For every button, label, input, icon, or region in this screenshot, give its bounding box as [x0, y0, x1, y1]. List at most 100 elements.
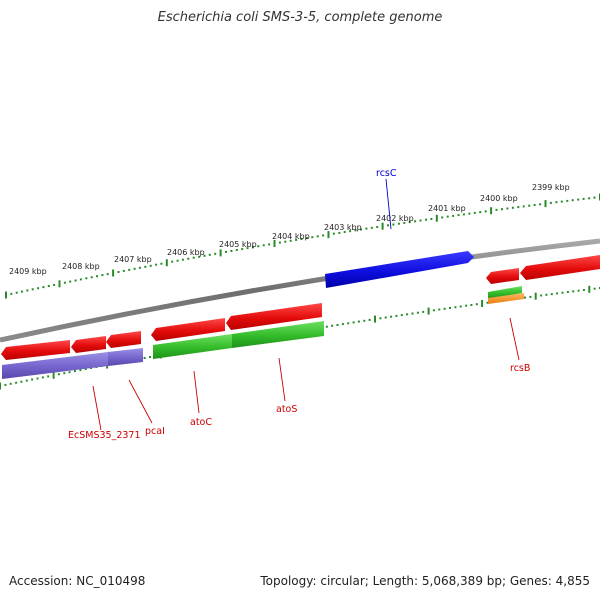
gene-block-green-small[interactable]	[488, 286, 522, 299]
minor-tick	[341, 323, 344, 326]
gene-label-atoC[interactable]: atoC	[190, 417, 212, 428]
minor-tick	[376, 226, 379, 228]
gene-labels: rcsC rcsB EcSMS35_2371 pcaI atoC atoS	[68, 168, 530, 441]
minor-tick	[90, 276, 93, 279]
minor-tick	[149, 264, 152, 267]
minor-tick	[15, 291, 18, 294]
minor-tick	[246, 247, 249, 250]
minor-tick	[484, 210, 487, 213]
minor-tick	[438, 308, 441, 311]
minor-tick	[555, 201, 558, 204]
gene-arrow-rcsC[interactable]	[325, 251, 474, 288]
minor-tick	[540, 294, 543, 297]
tick-labels: 2409 kbp 2408 kbp 2407 kbp 2406 kbp 2405…	[9, 183, 570, 276]
minor-tick	[257, 245, 260, 248]
minor-tick	[539, 203, 542, 206]
major-tick	[0, 382, 1, 390]
major-tick	[490, 207, 493, 215]
gene-block-orange-small[interactable]	[488, 293, 524, 304]
minor-tick	[85, 277, 88, 280]
minor-tick	[25, 379, 28, 382]
minor-tick	[370, 226, 373, 229]
gene-arrow-red-7[interactable]	[520, 255, 600, 280]
minor-tick	[198, 255, 201, 258]
minor-tick	[343, 231, 346, 233]
gene-arrow-red-2[interactable]	[71, 336, 106, 353]
minor-tick	[566, 291, 569, 293]
minor-tick	[181, 258, 184, 261]
gene-arrow-red-6[interactable]	[486, 268, 519, 284]
label-leaders	[92, 178, 520, 431]
gene-block-EcSMS35_2371[interactable]	[2, 352, 108, 379]
minor-tick	[20, 380, 23, 383]
gene-label-rcsC[interactable]: rcsC	[376, 168, 397, 179]
minor-tick	[278, 241, 281, 244]
minor-tick	[31, 378, 34, 381]
tick-label-2407: 2407 kbp	[114, 255, 152, 264]
minor-tick	[495, 208, 498, 211]
minor-tick	[10, 292, 13, 295]
minor-tick	[501, 208, 503, 211]
minor-tick	[42, 286, 45, 289]
major-tick	[327, 231, 330, 239]
minor-tick	[37, 287, 40, 290]
gene-label-pcaI[interactable]: pcaI	[145, 426, 165, 437]
minor-tick	[262, 244, 265, 247]
tick-label-2403: 2403 kbp	[324, 223, 362, 232]
minor-tick	[352, 321, 355, 324]
minor-tick	[225, 250, 227, 253]
minor-tick	[338, 231, 341, 234]
minor-tick	[47, 285, 50, 287]
major-tick	[481, 300, 484, 307]
minor-tick	[21, 290, 23, 293]
major-tick	[534, 292, 537, 300]
map-title: Escherichia coli SMS-3-5, complete genom…	[157, 10, 443, 25]
minor-tick	[422, 310, 425, 313]
minor-tick	[577, 289, 580, 292]
gene-block-atoS[interactable]	[232, 321, 324, 348]
major-tick	[544, 200, 547, 208]
minor-tick	[387, 224, 389, 227]
major-tick	[381, 222, 384, 230]
minor-tick	[511, 206, 514, 209]
forward-genes	[325, 251, 474, 288]
gene-arrow-red-4[interactable]	[151, 318, 225, 341]
minor-tick	[588, 197, 591, 200]
minor-tick	[368, 318, 371, 321]
minor-tick	[9, 382, 12, 385]
minor-tick	[235, 249, 238, 251]
minor-tick	[36, 377, 39, 380]
minor-tick	[457, 214, 460, 217]
gene-arrow-red-3[interactable]	[106, 331, 141, 348]
minor-tick	[475, 303, 478, 306]
gene-label-rcsB[interactable]: rcsB	[510, 363, 530, 374]
minor-tick	[106, 273, 109, 276]
minor-tick	[79, 369, 82, 372]
gene-arrow-red-1[interactable]	[1, 340, 70, 360]
major-tick	[58, 280, 61, 288]
accession-text: Accession: NC_010498	[9, 574, 146, 588]
minor-tick	[133, 267, 136, 270]
minor-tick	[57, 373, 60, 376]
minor-tick	[556, 292, 559, 295]
minor-tick	[395, 314, 398, 317]
minor-tick	[284, 240, 287, 243]
minor-tick	[529, 295, 532, 298]
minor-tick	[79, 278, 82, 281]
minor-tick	[528, 204, 531, 207]
minor-tick	[425, 218, 427, 221]
minor-tick	[379, 317, 382, 320]
gene-arrow-red-5[interactable]	[226, 303, 322, 330]
gene-label-atoS[interactable]: atoS	[276, 404, 297, 415]
minor-tick	[419, 219, 422, 222]
gene-label-EcSMS35_2371[interactable]: EcSMS35_2371	[68, 430, 141, 441]
minor-tick	[149, 356, 151, 358]
minor-tick	[325, 325, 328, 328]
minor-tick	[561, 291, 564, 294]
minor-tick	[68, 371, 71, 374]
major-tick	[165, 259, 168, 267]
minor-tick	[524, 296, 526, 299]
outer-tick-track	[5, 193, 600, 299]
gene-block-atoC[interactable]	[153, 334, 232, 359]
gene-block-pcaI[interactable]	[108, 348, 143, 366]
